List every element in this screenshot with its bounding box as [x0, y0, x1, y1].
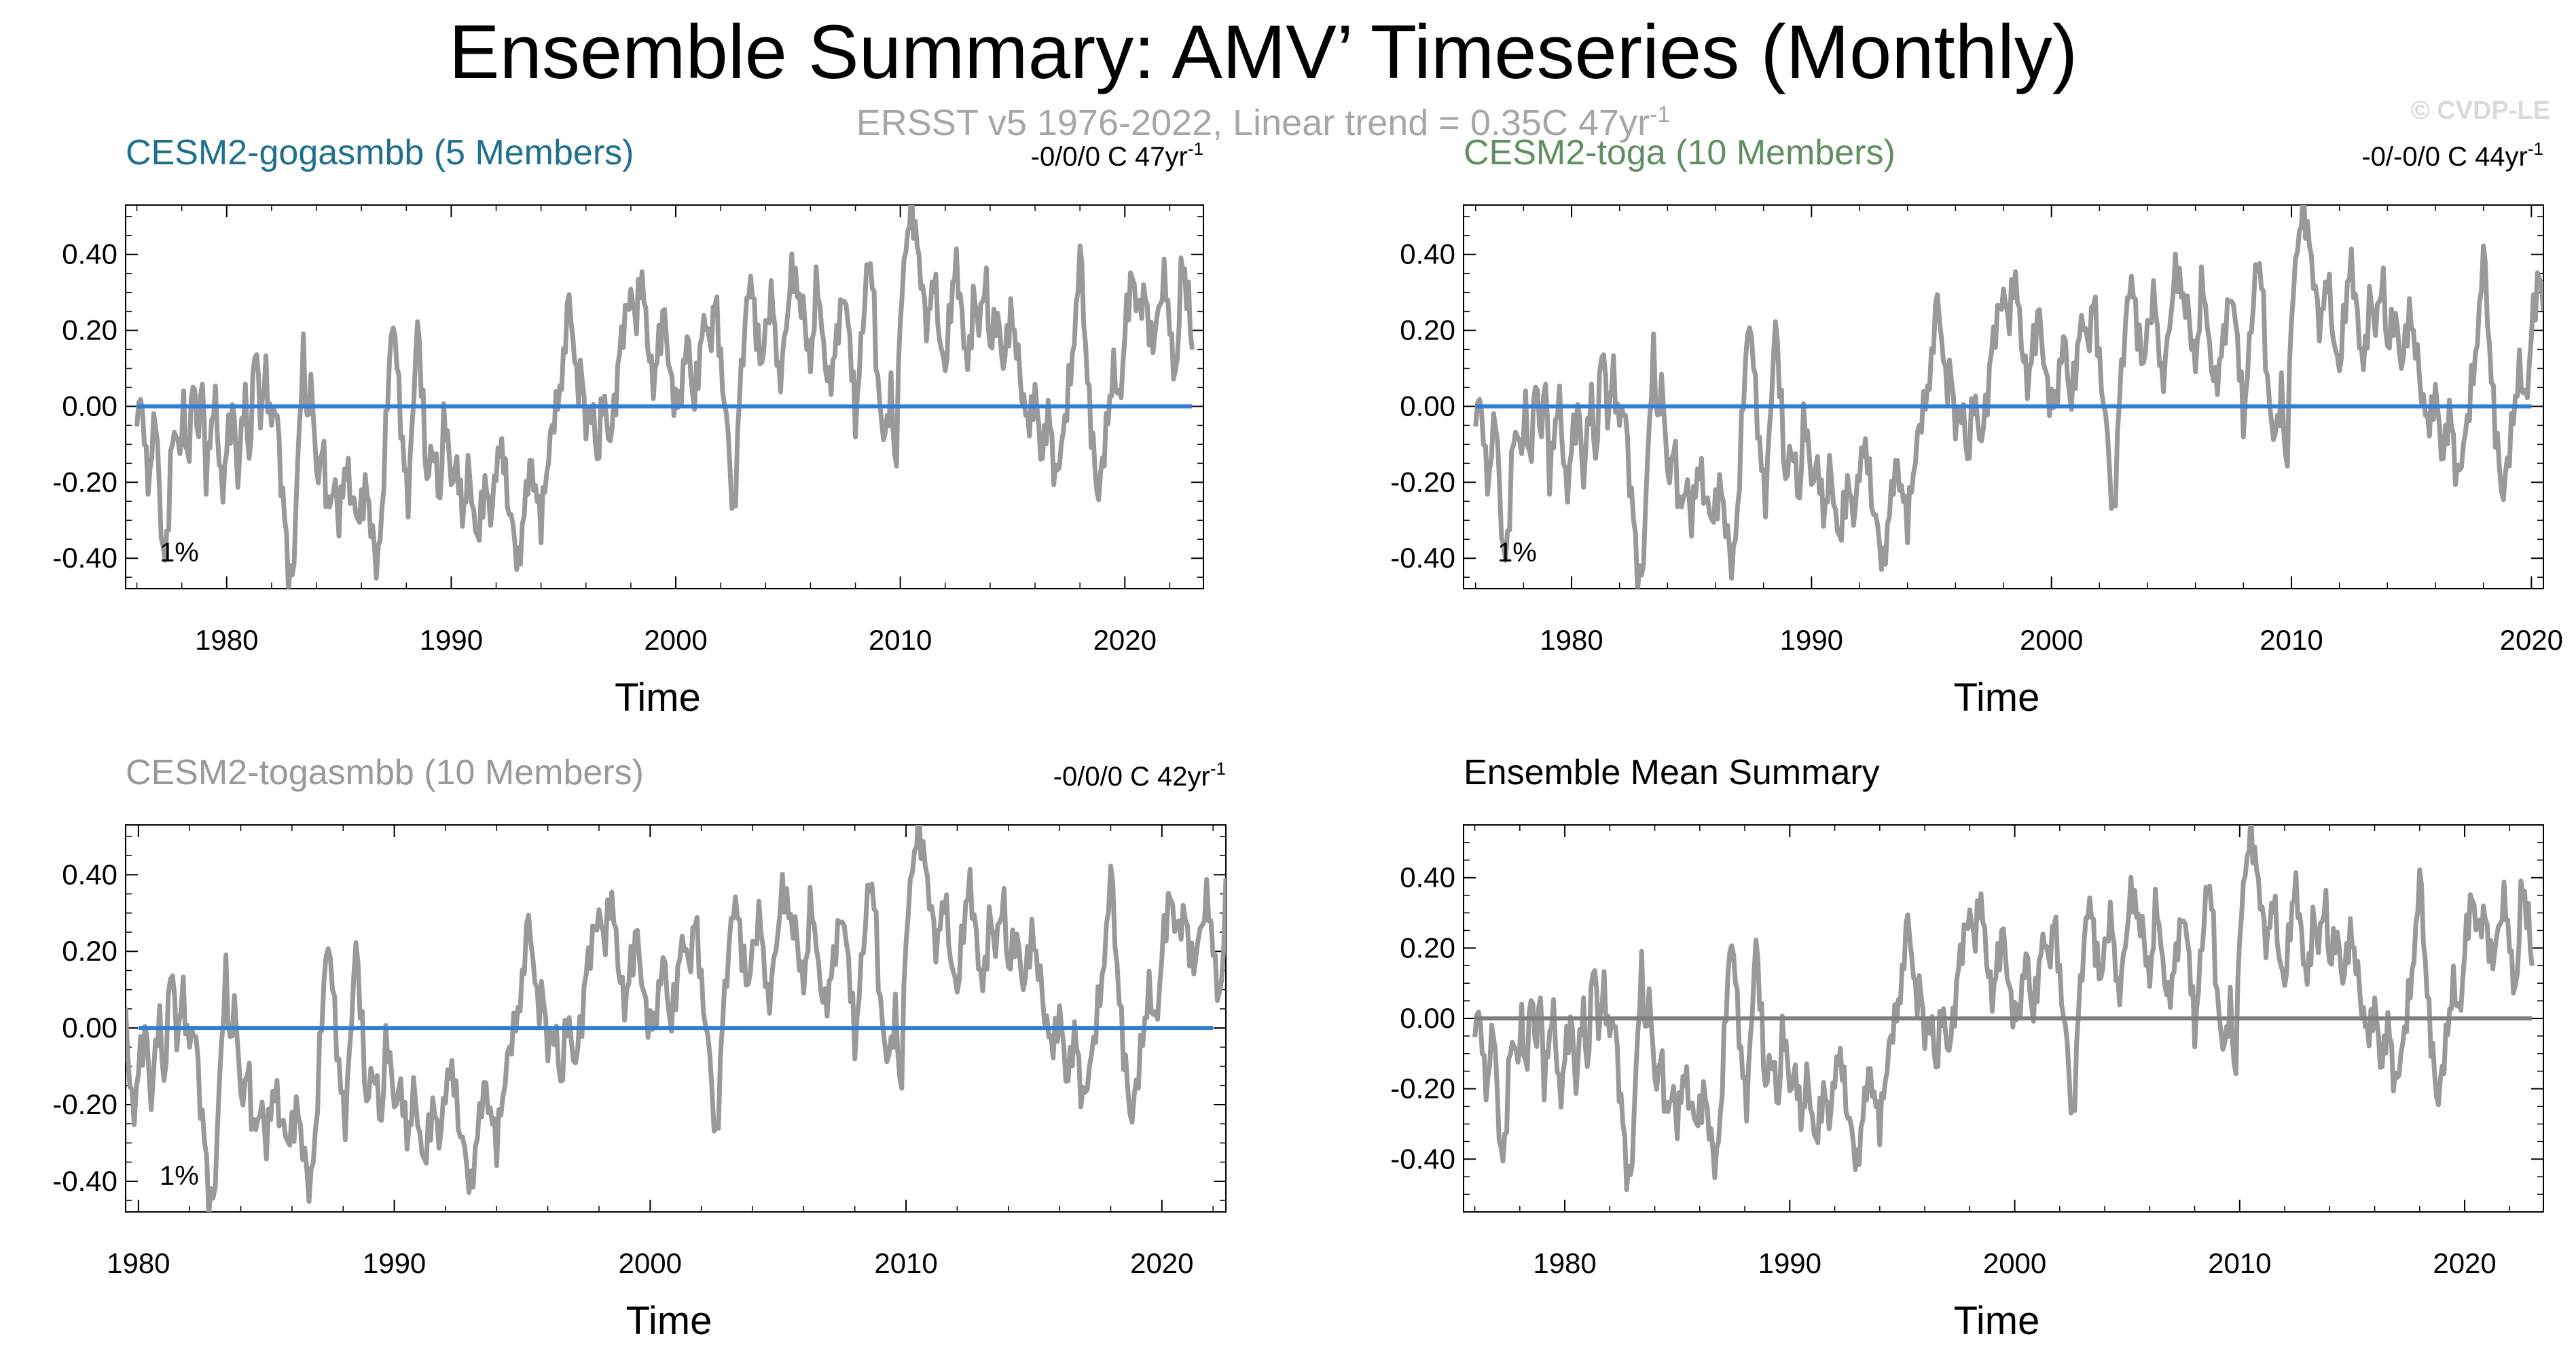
- y-tick-label: 0.00: [1400, 1002, 1455, 1034]
- subtitle-text: ERSST v5 1976-2022, Linear trend = 0.35C…: [856, 103, 1650, 143]
- subtitle-superscript: -1: [1650, 102, 1671, 128]
- x-axis-label: Time: [1954, 676, 2040, 720]
- x-tick-label: 1980: [107, 1247, 170, 1279]
- panel-bottom-right: Ensemble Mean Summary -0.40 -0.20 0.00 0.20 0…: [1390, 753, 2544, 1343]
- x-tick-label: 1990: [1780, 624, 1843, 656]
- panel-title: Ensemble Mean Summary: [1464, 753, 1880, 792]
- percent-label: 1%: [160, 1161, 199, 1191]
- watermark: © CVDP-LE: [2410, 96, 2550, 125]
- obs-series-line: [1472, 825, 2535, 1192]
- y-tick-label: 0.40: [62, 238, 117, 270]
- plot-frame: [125, 204, 1204, 589]
- x-tick-label: 2000: [619, 1247, 682, 1279]
- panel-top-left: CESM2-gogasmbb (5 Members) -0/0/0 C 47yr-…: [52, 133, 1204, 720]
- x-tick-label: 2010: [2260, 624, 2323, 656]
- trend-superscript: -1: [1210, 758, 1226, 779]
- y-tick-label: 0.20: [1400, 932, 1455, 963]
- x-tick-label: 2020: [1093, 624, 1157, 656]
- x-axis-label: Time: [626, 1299, 712, 1343]
- trend-superscript: -1: [1188, 139, 1203, 159]
- y-tick-label: 0.00: [62, 1012, 117, 1044]
- x-tick-label: 2020: [2500, 624, 2563, 656]
- y-tick-label: -0.40: [52, 1165, 117, 1197]
- x-axis-label: Time: [615, 676, 701, 720]
- y-tick-label: 0.40: [62, 858, 117, 890]
- trend-text: -0/0/0 C 42yr: [1053, 762, 1210, 792]
- x-tick-label: 2020: [1130, 1247, 1193, 1279]
- x-tick-label: 1990: [420, 624, 483, 656]
- y-tick-label: 0.20: [1400, 314, 1455, 346]
- x-tick-label: 1980: [1533, 1247, 1596, 1279]
- y-tick-label: -0.40: [52, 542, 117, 574]
- x-tick-label: 1990: [363, 1247, 426, 1279]
- panel-bottom-left: CESM2-togasmbb (10 Members) -0/0/0 C 42yr…: [52, 753, 1227, 1343]
- panel-title: CESM2-togasmbb (10 Members): [126, 753, 644, 792]
- y-tick-label: -0.20: [1390, 1073, 1455, 1105]
- y-tick-label: -0.40: [1390, 1143, 1455, 1175]
- trend-text: -0/-0/0 C 44yr: [2361, 142, 2528, 172]
- panel-title: CESM2-toga (10 Members): [1464, 133, 1895, 172]
- percent-label: 1%: [160, 538, 199, 568]
- x-tick-label: 1990: [1758, 1247, 1821, 1279]
- percent-label: 1%: [1498, 538, 1537, 568]
- figure-title: Ensemble Summary: AMV’ Timeseries (Month…: [448, 10, 2078, 94]
- y-tick-label: 0.20: [62, 935, 117, 967]
- x-tick-label: 1980: [195, 624, 258, 656]
- trend-text: -0/0/0 C 47yr: [1031, 142, 1188, 172]
- x-tick-label: 2010: [2208, 1247, 2271, 1279]
- x-tick-label: 1980: [1540, 624, 1603, 656]
- obs-series-line: [126, 825, 1226, 1212]
- x-tick-label: 2000: [2020, 624, 2083, 656]
- figure-subtitle: ERSST v5 1976-2022, Linear trend = 0.35C…: [0, 102, 2526, 144]
- y-tick-label: -0.20: [52, 1088, 117, 1120]
- x-tick-label: 2010: [874, 1247, 937, 1279]
- x-tick-label: 2020: [2433, 1247, 2496, 1279]
- trend-superscript: -1: [2528, 139, 2543, 159]
- x-tick-label: 2010: [869, 624, 932, 656]
- trend-label: -0/0/0 C 47yr-1: [1031, 139, 1203, 172]
- plot-frame: [1463, 204, 2544, 589]
- y-tick-label: 0.20: [62, 314, 117, 346]
- x-tick-label: 2000: [644, 624, 707, 656]
- trend-label: -0/-0/0 C 44yr-1: [2361, 139, 2543, 172]
- trend-label: -0/0/0 C 42yr-1: [1053, 758, 1226, 792]
- y-tick-label: 0.00: [1400, 390, 1455, 422]
- y-tick-label: -0.20: [1390, 466, 1455, 498]
- panel-top-right: CESM2-toga (10 Members) -0/-0/0 C 44yr-1-…: [1390, 133, 2563, 720]
- y-tick-label: 0.40: [1400, 862, 1455, 893]
- x-tick-label: 2000: [1983, 1247, 2046, 1279]
- x-axis-label: Time: [1954, 1299, 2040, 1343]
- y-tick-label: 0.00: [62, 390, 117, 422]
- y-tick-label: 0.40: [1400, 238, 1455, 270]
- panel-title: CESM2-gogasmbb (5 Members): [126, 133, 634, 172]
- y-tick-label: -0.20: [52, 466, 117, 498]
- obs-series-line: [1473, 205, 2543, 589]
- y-tick-label: -0.40: [1390, 542, 1455, 574]
- obs-series-line: [134, 205, 1195, 589]
